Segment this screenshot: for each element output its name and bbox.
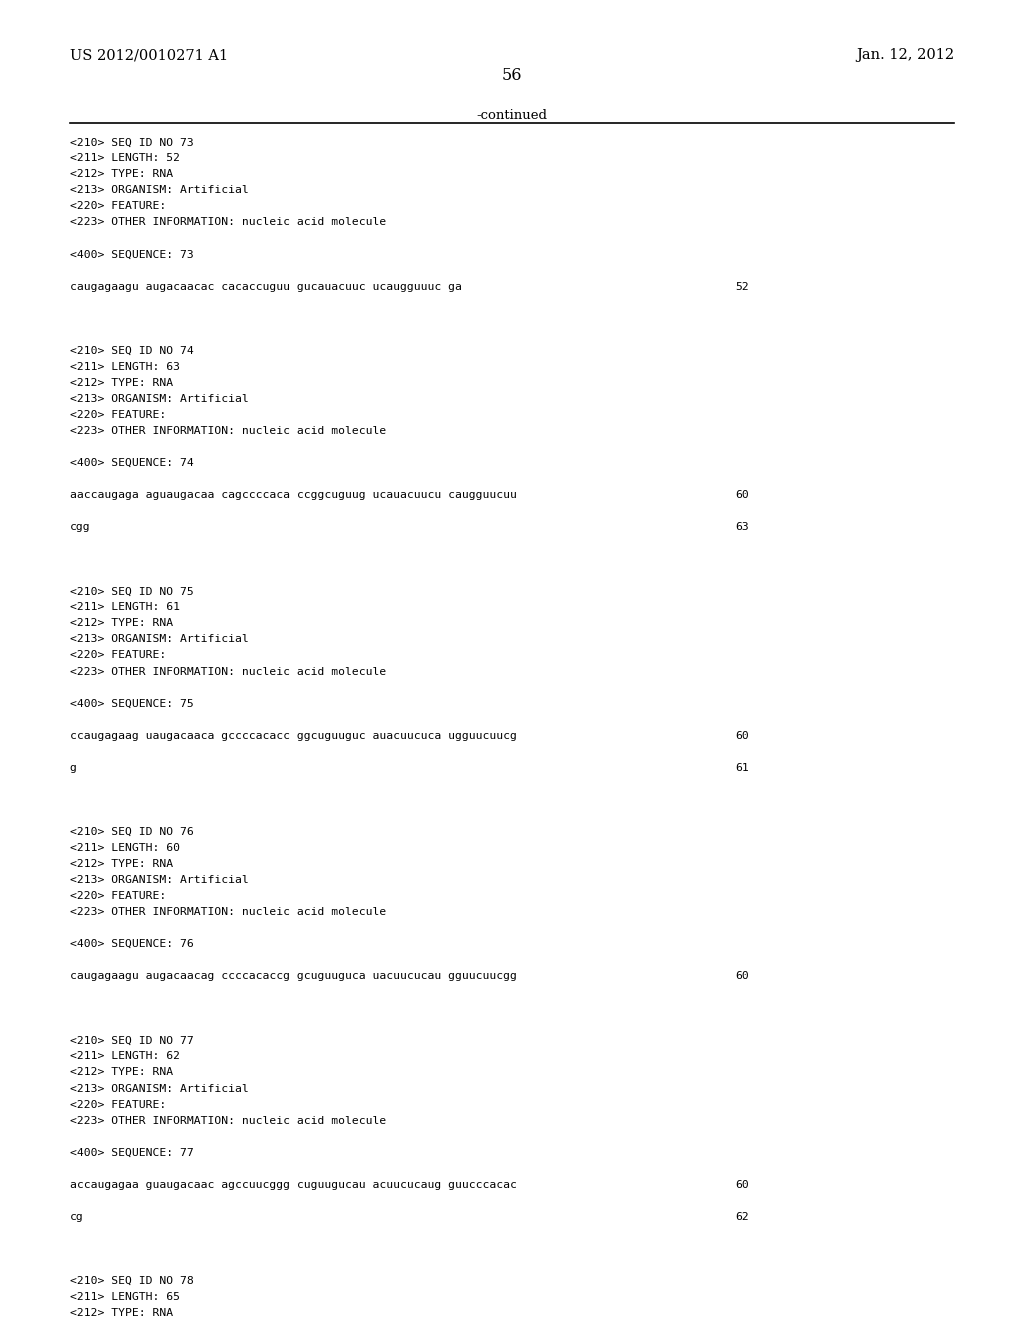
Text: -continued: -continued (476, 110, 548, 121)
Text: <211> LENGTH: 63: <211> LENGTH: 63 (70, 362, 179, 372)
Text: <213> ORGANISM: Artificial: <213> ORGANISM: Artificial (70, 393, 249, 404)
Text: g: g (70, 763, 77, 772)
Text: <212> TYPE: RNA: <212> TYPE: RNA (70, 1308, 173, 1319)
Text: Jan. 12, 2012: Jan. 12, 2012 (856, 49, 954, 62)
Text: <223> OTHER INFORMATION: nucleic acid molecule: <223> OTHER INFORMATION: nucleic acid mo… (70, 426, 386, 436)
Text: US 2012/0010271 A1: US 2012/0010271 A1 (70, 49, 227, 62)
Text: <223> OTHER INFORMATION: nucleic acid molecule: <223> OTHER INFORMATION: nucleic acid mo… (70, 1115, 386, 1126)
Text: <210> SEQ ID NO 73: <210> SEQ ID NO 73 (70, 137, 194, 148)
Text: 63: 63 (735, 523, 749, 532)
Text: <213> ORGANISM: Artificial: <213> ORGANISM: Artificial (70, 635, 249, 644)
Text: <213> ORGANISM: Artificial: <213> ORGANISM: Artificial (70, 875, 249, 884)
Text: cgg: cgg (70, 523, 90, 532)
Text: <223> OTHER INFORMATION: nucleic acid molecule: <223> OTHER INFORMATION: nucleic acid mo… (70, 667, 386, 677)
Text: <400> SEQUENCE: 73: <400> SEQUENCE: 73 (70, 249, 194, 260)
Text: 56: 56 (502, 67, 522, 84)
Text: <220> FEATURE:: <220> FEATURE: (70, 651, 166, 660)
Text: <212> TYPE: RNA: <212> TYPE: RNA (70, 618, 173, 628)
Text: <212> TYPE: RNA: <212> TYPE: RNA (70, 859, 173, 869)
Text: 60: 60 (735, 972, 749, 981)
Text: accaugagaa guaugacaac agccuucggg cuguugucau acuucucaug guucccacac: accaugagaa guaugacaac agccuucggg cuguugu… (70, 1180, 516, 1189)
Text: <213> ORGANISM: Artificial: <213> ORGANISM: Artificial (70, 185, 249, 195)
Text: aaccaugaga aguaugacaa cagccccaca ccggcuguug ucauacuucu caugguucuu: aaccaugaga aguaugacaa cagccccaca ccggcug… (70, 490, 516, 500)
Text: ccaugagaag uaugacaaca gccccacacc ggcuguuguc auacuucuca ugguucuucg: ccaugagaag uaugacaaca gccccacacc ggcuguu… (70, 731, 516, 741)
Text: <210> SEQ ID NO 77: <210> SEQ ID NO 77 (70, 1035, 194, 1045)
Text: <211> LENGTH: 60: <211> LENGTH: 60 (70, 843, 179, 853)
Text: <220> FEATURE:: <220> FEATURE: (70, 1100, 166, 1110)
Text: <400> SEQUENCE: 77: <400> SEQUENCE: 77 (70, 1147, 194, 1158)
Text: <213> ORGANISM: Artificial: <213> ORGANISM: Artificial (70, 1084, 249, 1093)
Text: caugagaagu augacaacac cacaccuguu gucauacuuc ucaugguuuc ga: caugagaagu augacaacac cacaccuguu gucauac… (70, 281, 462, 292)
Text: caugagaagu augacaacag ccccacaccg gcuguuguca uacuucucau gguucuucgg: caugagaagu augacaacag ccccacaccg gcuguug… (70, 972, 516, 981)
Text: <400> SEQUENCE: 76: <400> SEQUENCE: 76 (70, 939, 194, 949)
Text: <211> LENGTH: 52: <211> LENGTH: 52 (70, 153, 179, 164)
Text: <211> LENGTH: 65: <211> LENGTH: 65 (70, 1292, 179, 1302)
Text: <220> FEATURE:: <220> FEATURE: (70, 891, 166, 902)
Text: <212> TYPE: RNA: <212> TYPE: RNA (70, 378, 173, 388)
Text: cg: cg (70, 1212, 83, 1222)
Text: 61: 61 (735, 763, 749, 772)
Text: 52: 52 (735, 281, 749, 292)
Text: <211> LENGTH: 61: <211> LENGTH: 61 (70, 602, 179, 612)
Text: 62: 62 (735, 1212, 749, 1222)
Text: <223> OTHER INFORMATION: nucleic acid molecule: <223> OTHER INFORMATION: nucleic acid mo… (70, 218, 386, 227)
Text: 60: 60 (735, 731, 749, 741)
Text: <210> SEQ ID NO 78: <210> SEQ ID NO 78 (70, 1276, 194, 1286)
Text: <220> FEATURE:: <220> FEATURE: (70, 411, 166, 420)
Text: <211> LENGTH: 62: <211> LENGTH: 62 (70, 1052, 179, 1061)
Text: <400> SEQUENCE: 75: <400> SEQUENCE: 75 (70, 698, 194, 709)
Text: 60: 60 (735, 1180, 749, 1189)
Text: <220> FEATURE:: <220> FEATURE: (70, 202, 166, 211)
Text: <400> SEQUENCE: 74: <400> SEQUENCE: 74 (70, 458, 194, 469)
Text: <210> SEQ ID NO 75: <210> SEQ ID NO 75 (70, 586, 194, 597)
Text: <212> TYPE: RNA: <212> TYPE: RNA (70, 169, 173, 180)
Text: <223> OTHER INFORMATION: nucleic acid molecule: <223> OTHER INFORMATION: nucleic acid mo… (70, 907, 386, 917)
Text: 60: 60 (735, 490, 749, 500)
Text: <210> SEQ ID NO 74: <210> SEQ ID NO 74 (70, 346, 194, 356)
Text: <212> TYPE: RNA: <212> TYPE: RNA (70, 1068, 173, 1077)
Text: <210> SEQ ID NO 76: <210> SEQ ID NO 76 (70, 826, 194, 837)
